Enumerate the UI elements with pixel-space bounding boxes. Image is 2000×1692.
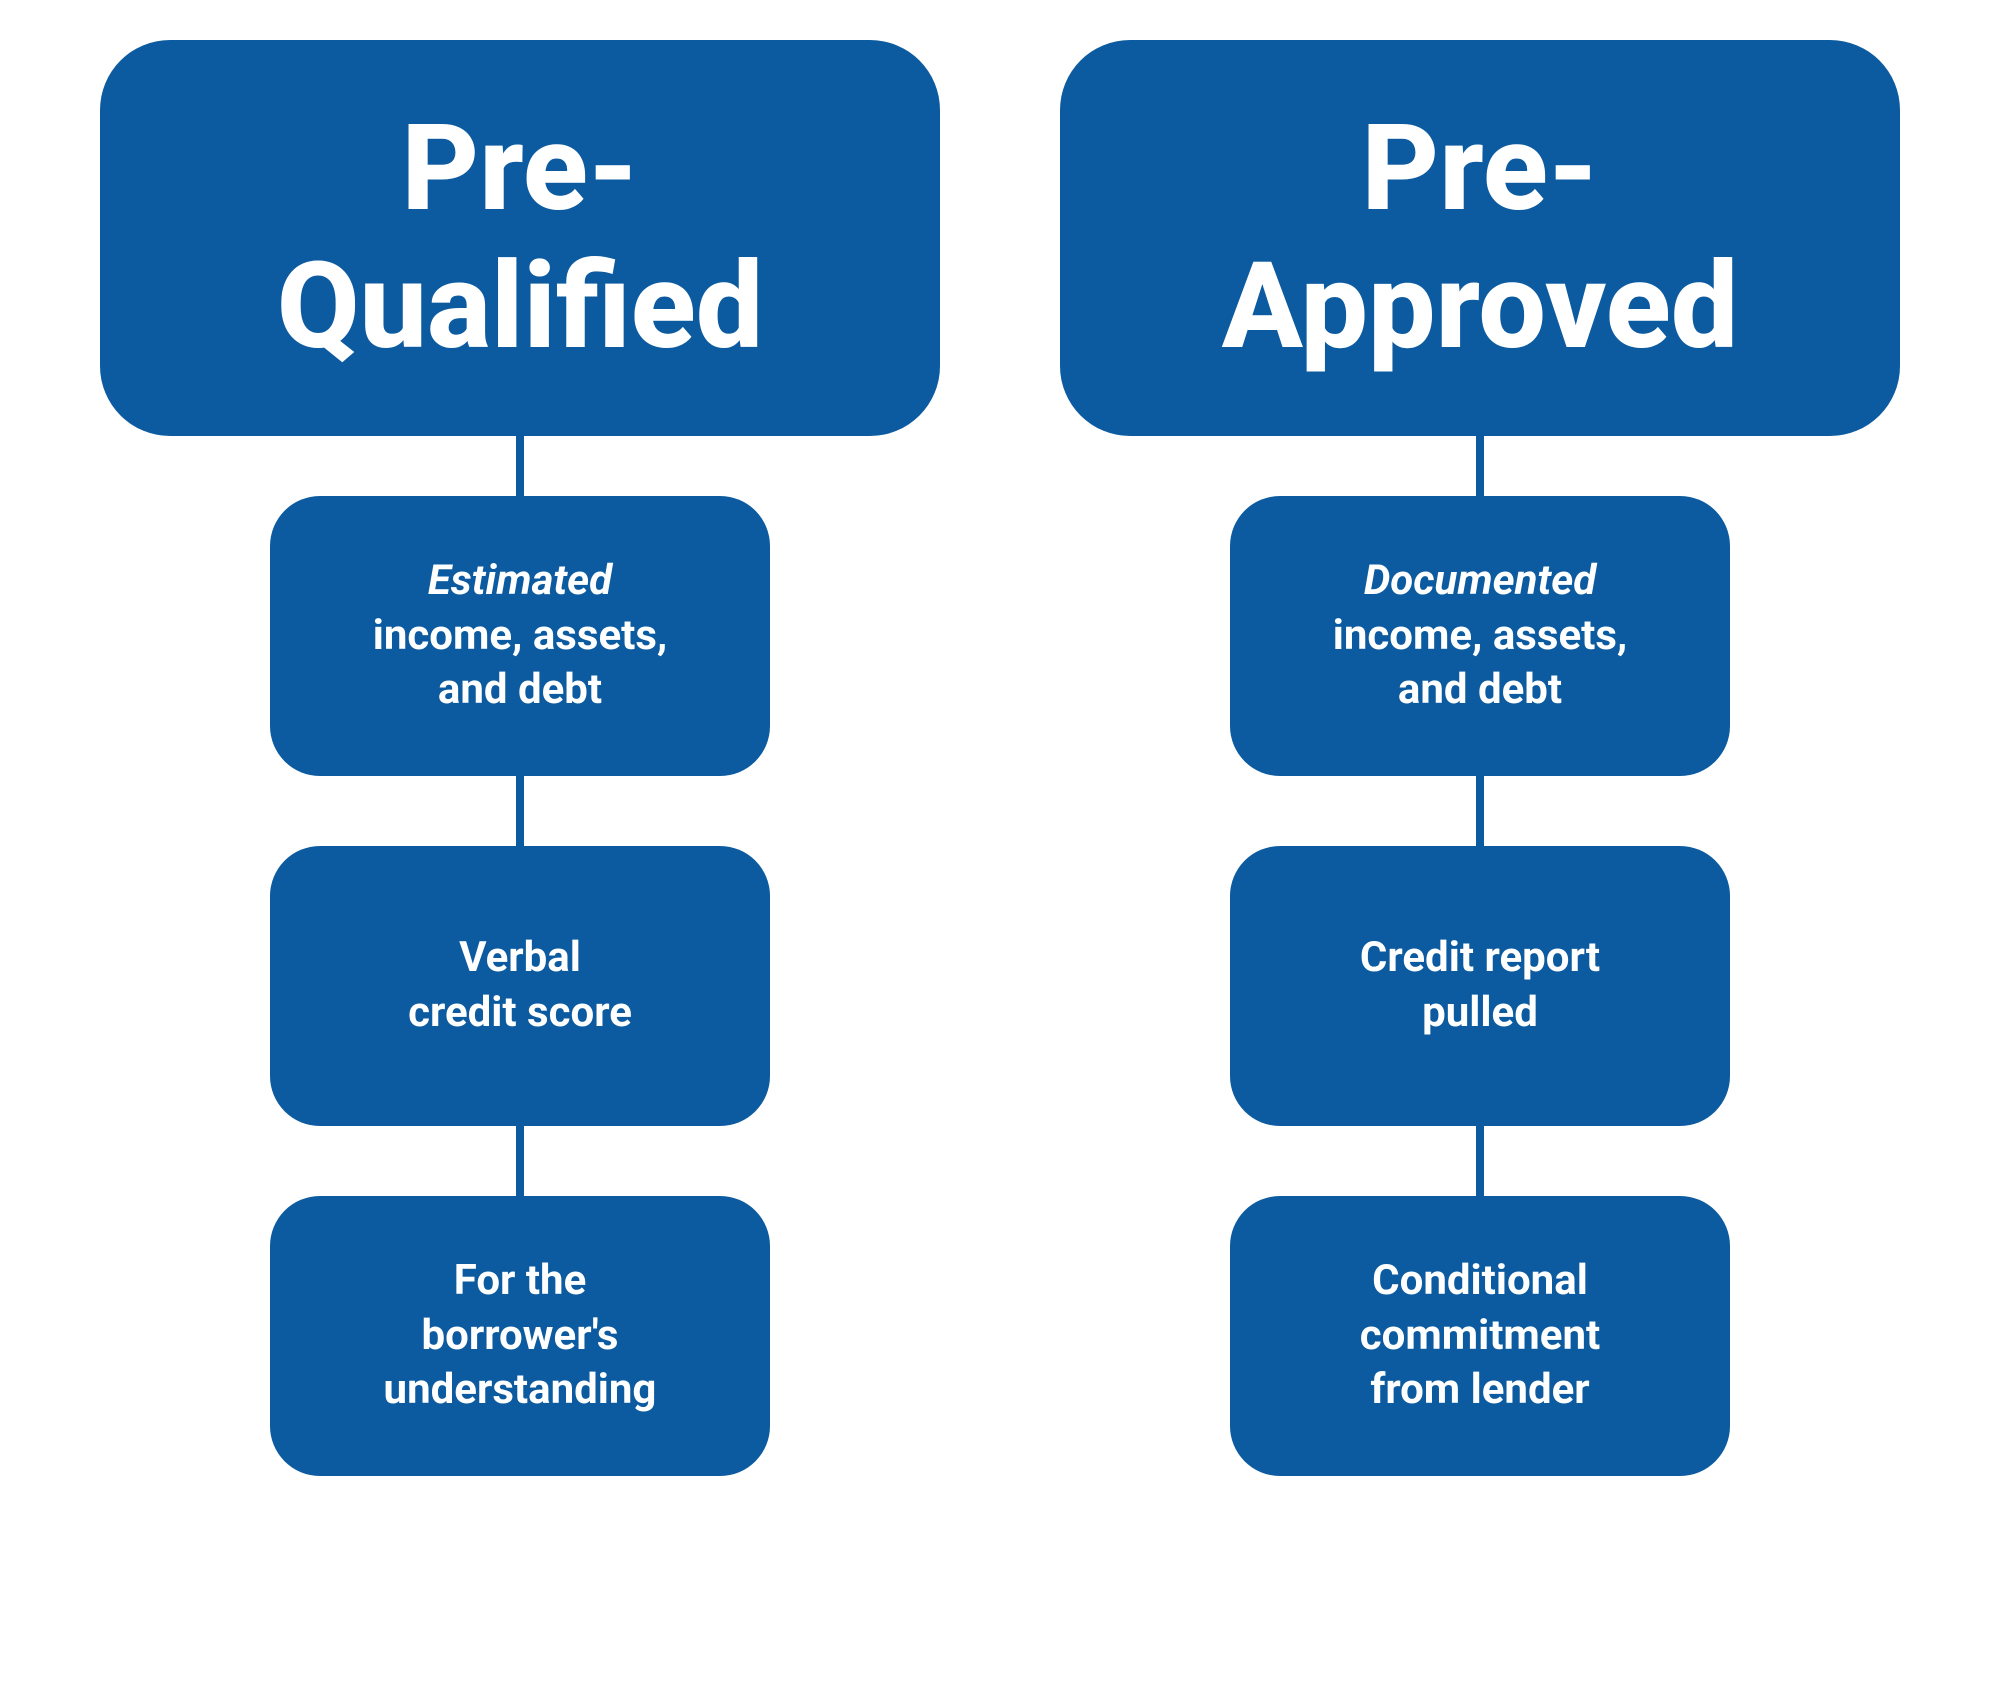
detail-box-1: Documented income, assets, and debt xyxy=(1230,496,1730,776)
header-text: Pre- Approved xyxy=(1222,100,1739,376)
detail-box-1: Estimated income, assets, and debt xyxy=(270,496,770,776)
header-line1: Pre- xyxy=(1361,99,1598,239)
detail-box-2: Verbal credit score xyxy=(270,846,770,1126)
column-pre-qualified: Pre- Qualified Estimated income, assets,… xyxy=(100,40,940,1652)
header-pre-qualified: Pre- Qualified xyxy=(100,40,940,436)
detail-line: Conditional xyxy=(1372,1256,1588,1305)
detail-line: pulled xyxy=(1422,988,1538,1037)
header-text: Pre- Qualified xyxy=(277,100,763,376)
connector xyxy=(1476,776,1484,846)
connector xyxy=(516,436,524,496)
detail-line: For the xyxy=(454,1256,587,1305)
detail-line: commitment xyxy=(1360,1311,1601,1360)
connector xyxy=(1476,436,1484,496)
emphasis-word: Documented xyxy=(1364,556,1596,605)
connector xyxy=(516,1126,524,1196)
diagram-container: Pre- Qualified Estimated income, assets,… xyxy=(100,40,1900,1652)
detail-text: Credit report pulled xyxy=(1360,931,1600,1040)
detail-line: income, assets, xyxy=(373,611,668,660)
detail-line: and debt xyxy=(1398,665,1562,714)
emphasis-word: Estimated xyxy=(428,556,612,605)
detail-box-3: Conditional commitment from lender xyxy=(1230,1196,1730,1476)
header-line2: Approved xyxy=(1222,237,1739,377)
detail-text: Verbal credit score xyxy=(408,931,632,1040)
detail-line: income, assets, xyxy=(1333,611,1628,660)
detail-text: Conditional commitment from lender xyxy=(1360,1254,1601,1418)
detail-text: For the borrower's understanding xyxy=(384,1254,657,1418)
connector xyxy=(516,776,524,846)
detail-box-3: For the borrower's understanding xyxy=(270,1196,770,1476)
header-line1: Pre- xyxy=(401,99,638,239)
detail-line: understanding xyxy=(384,1365,657,1414)
detail-line: and debt xyxy=(438,665,602,714)
detail-line: borrower's xyxy=(422,1311,619,1360)
column-pre-approved: Pre- Approved Documented income, assets,… xyxy=(1060,40,1900,1652)
connector xyxy=(1476,1126,1484,1196)
header-pre-approved: Pre- Approved xyxy=(1060,40,1900,436)
header-line2: Qualified xyxy=(277,237,763,377)
detail-text: Documented income, assets, and debt xyxy=(1333,554,1628,718)
detail-line: credit score xyxy=(408,988,632,1037)
detail-line: from lender xyxy=(1370,1365,1589,1414)
detail-text: Estimated income, assets, and debt xyxy=(373,554,668,718)
detail-line: Credit report xyxy=(1360,933,1600,982)
detail-box-2: Credit report pulled xyxy=(1230,846,1730,1126)
detail-line: Verbal xyxy=(459,933,581,982)
